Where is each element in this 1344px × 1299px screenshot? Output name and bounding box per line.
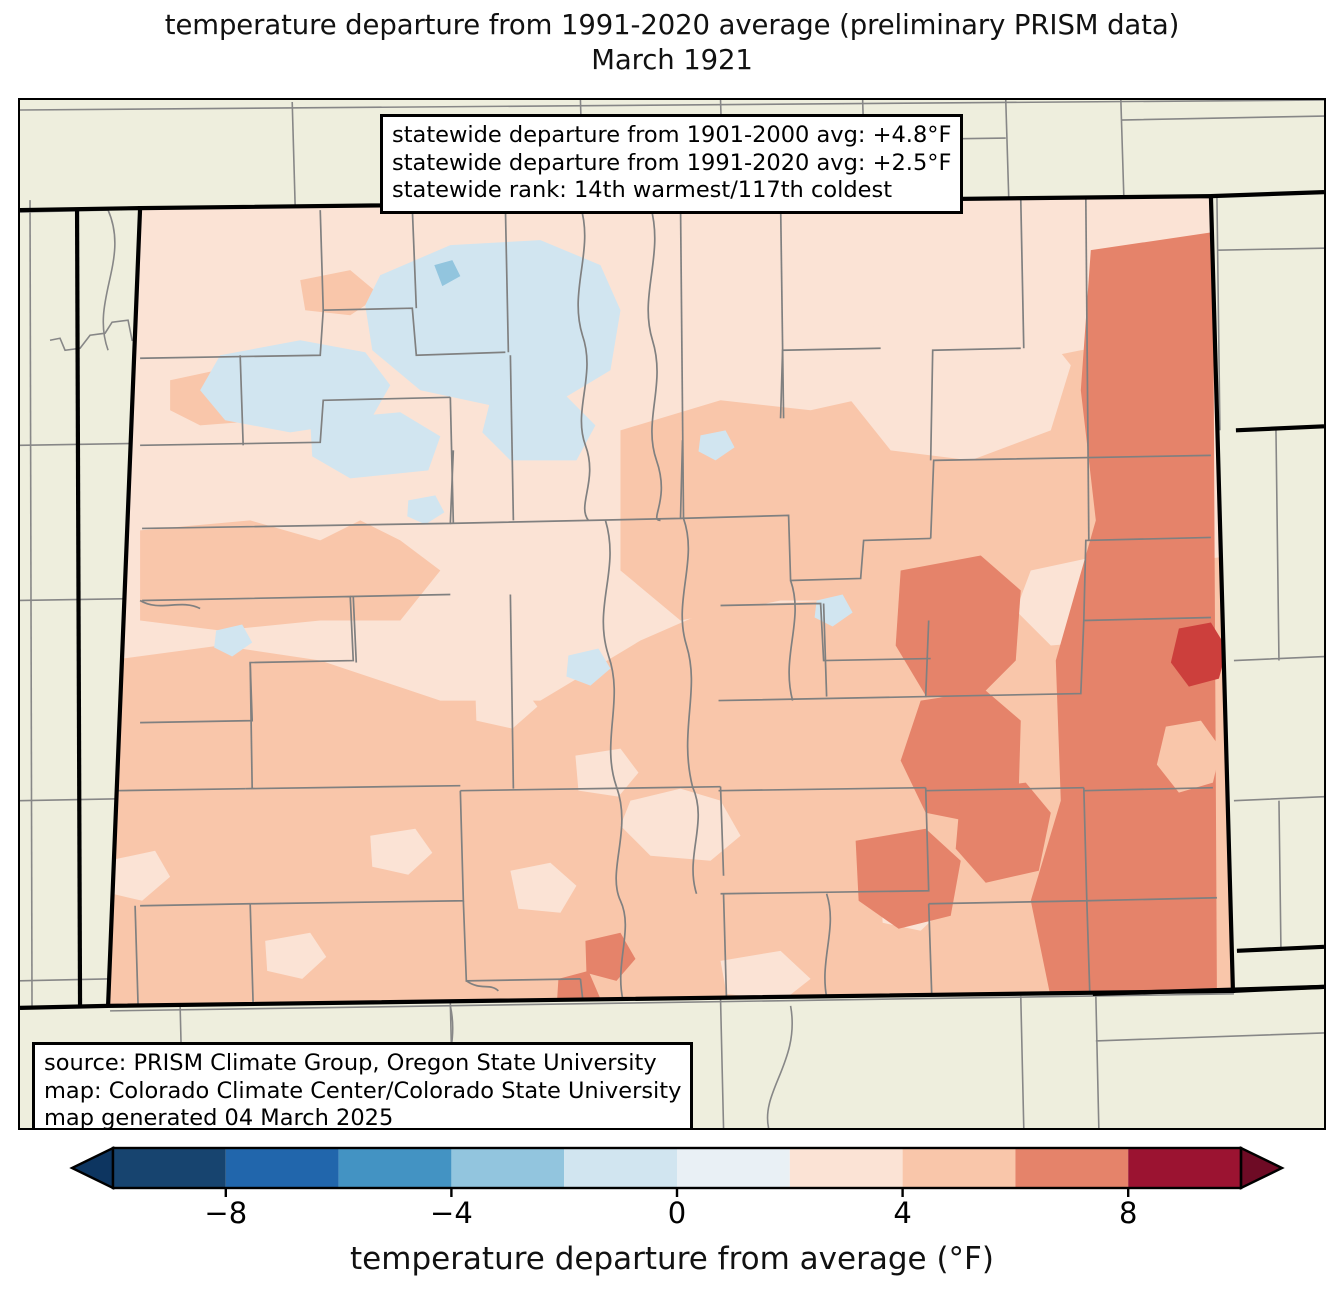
colorbar-band <box>564 1148 677 1188</box>
colorbar-tick-labels: −8 −4 0 4 8 <box>0 1196 1344 1236</box>
colorbar <box>0 1140 1344 1200</box>
title-line-1: temperature departure from 1991-2020 ave… <box>164 9 1180 41</box>
colorbar-band <box>1015 1148 1129 1188</box>
colorbar-band <box>225 1148 339 1188</box>
colorbar-tick-label: 0 <box>667 1196 687 1230</box>
choropleth-map <box>20 100 1324 1128</box>
colorbar-band <box>677 1148 790 1188</box>
colorbar-ticks <box>224 1188 1130 1197</box>
colorbar-svg <box>69 1146 1285 1197</box>
stats-line-departure-1991: statewide departure from 1991-2020 avg: … <box>392 149 952 176</box>
colorbar-bands <box>69 1146 1285 1190</box>
statistics-box: statewide departure from 1901-2000 avg: … <box>380 114 964 214</box>
page-title: temperature departure from 1991-2020 ave… <box>0 8 1344 78</box>
source-line-generated: map generated 04 March 2025 <box>44 1105 394 1130</box>
neighbor-state-borders <box>20 189 1324 1010</box>
colorbar-band <box>902 1148 1016 1188</box>
colorbar-band <box>113 1148 226 1188</box>
map-panel: statewide departure from 1901-2000 avg: … <box>18 98 1326 1130</box>
colorbar-band <box>338 1148 452 1188</box>
colorbar-tick-label: −4 <box>430 1196 473 1230</box>
colorado-county-lines <box>115 198 1217 1006</box>
map-svg <box>20 100 1324 1128</box>
temperature-contour-fills <box>108 196 1233 1006</box>
title-line-2: March 1921 <box>591 44 753 76</box>
colorbar-tick-label: 8 <box>1118 1196 1138 1230</box>
colorbar-tick-label: −8 <box>204 1196 248 1230</box>
colorbar-tick-label: 4 <box>893 1196 912 1230</box>
colorbar-band <box>1128 1148 1241 1188</box>
source-line-map: map: Colorado Climate Center/Colorado St… <box>44 1077 682 1104</box>
source-line-prism: source: PRISM Climate Group, Oregon Stat… <box>44 1050 657 1076</box>
source-box: source: PRISM Climate Group, Oregon Stat… <box>32 1042 694 1130</box>
stats-line-rank: statewide rank: 14th warmest/117th colde… <box>392 177 893 203</box>
colorbar-under-arrow <box>69 1146 115 1190</box>
stats-line-departure-1901: statewide departure from 1901-2000 avg: … <box>392 122 952 148</box>
colorbar-axis-title: temperature departure from average (°F) <box>350 1241 994 1277</box>
colorbar-over-arrow <box>1239 1146 1285 1190</box>
colorbar-band <box>789 1148 903 1188</box>
colorbar-band <box>451 1148 565 1188</box>
